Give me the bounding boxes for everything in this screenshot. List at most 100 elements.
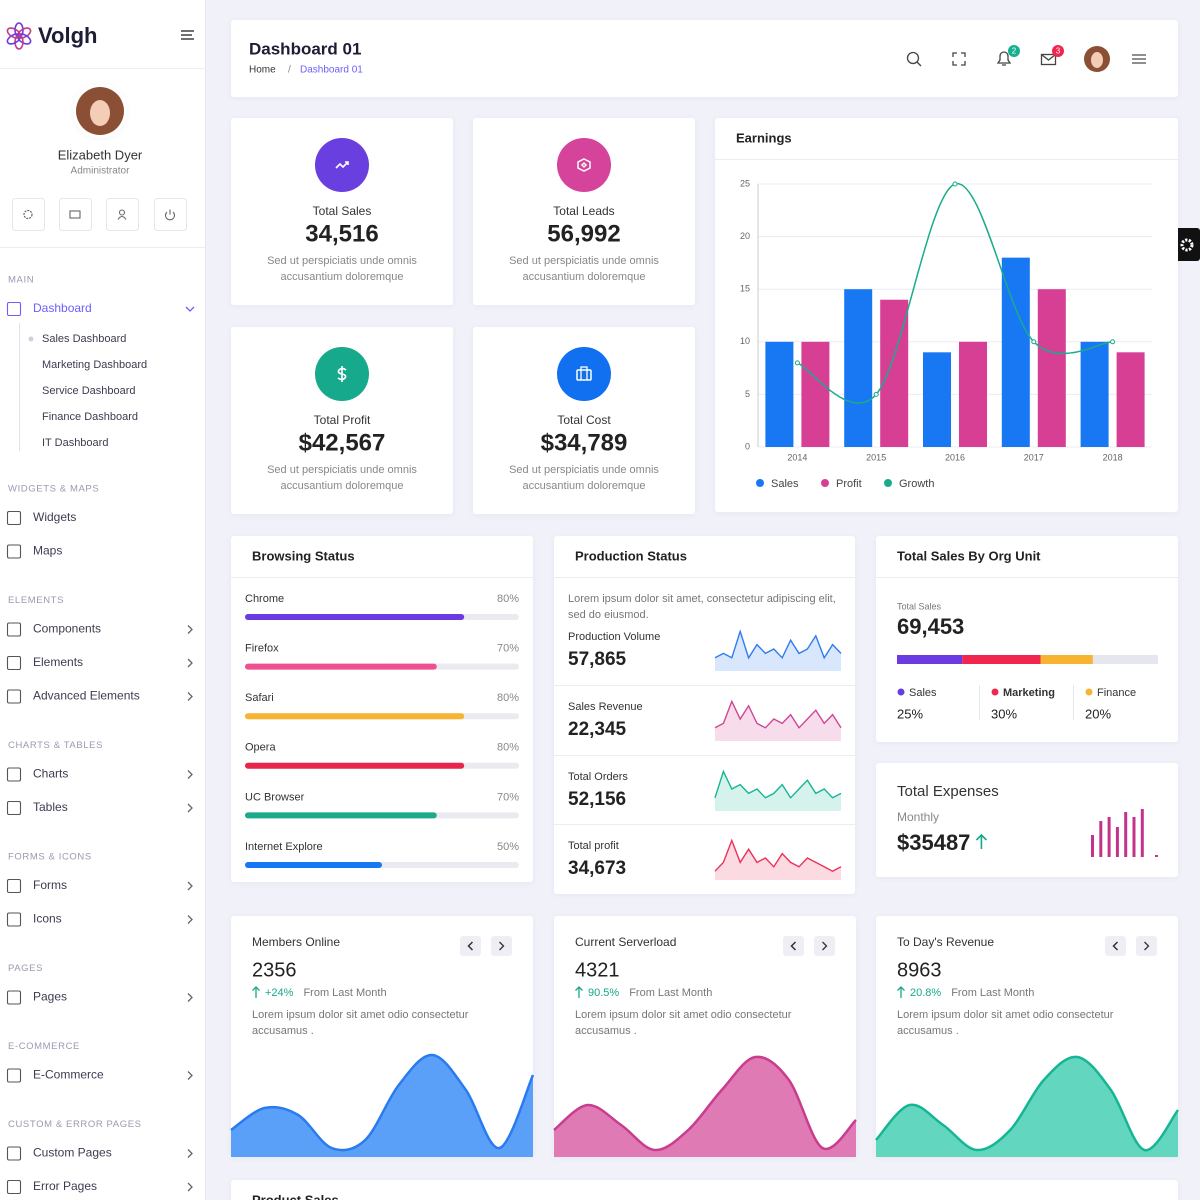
- next-button[interactable]: [491, 936, 512, 956]
- legend-label: Sales: [909, 687, 937, 699]
- prev-button[interactable]: [460, 936, 481, 956]
- chevron: [185, 306, 195, 312]
- stat-value: $42,567: [299, 429, 386, 456]
- chevron: [822, 941, 828, 951]
- card-desc: accusamus .: [252, 1025, 314, 1037]
- section-title: WIDGETS & MAPS: [8, 484, 99, 495]
- bar: [1116, 352, 1145, 447]
- legend-marker: [756, 479, 764, 487]
- chevron: [1112, 941, 1119, 951]
- expense-bar: [1091, 835, 1094, 857]
- mail-icon: [69, 210, 81, 219]
- summary-value: 2356: [252, 959, 297, 981]
- menu-icon: [6, 1179, 22, 1195]
- breadcrumb[interactable]: Home: [249, 65, 276, 76]
- progress-fill: [245, 862, 382, 868]
- settings-tab[interactable]: [1171, 228, 1200, 261]
- chevron: [187, 1182, 193, 1192]
- y-tick-label: 25: [740, 178, 750, 188]
- stat-card: [473, 327, 695, 514]
- prev-button[interactable]: [783, 936, 804, 956]
- menu-item[interactable]: Components: [33, 622, 101, 636]
- sparkline: [714, 629, 842, 660]
- x-tick-label: 2016: [945, 452, 965, 462]
- prev-button[interactable]: [1105, 936, 1126, 956]
- area-fill: [231, 1054, 533, 1157]
- bar: [923, 352, 951, 447]
- section-title: PAGES: [8, 963, 43, 974]
- expense-bar: [1099, 821, 1103, 857]
- bell-icon[interactable]: [996, 51, 1012, 66]
- progress-fill: [245, 812, 437, 819]
- menu-item[interactable]: Charts: [33, 767, 68, 781]
- submenu-item[interactable]: Service Dashboard: [42, 385, 136, 397]
- metric-label: Total profit: [568, 840, 619, 852]
- expense-bar: [1107, 817, 1111, 857]
- browser-percent: 70%: [497, 791, 519, 803]
- menu-icon: [6, 878, 22, 894]
- menu-item[interactable]: Forms: [33, 878, 67, 892]
- search-icon: [916, 61, 922, 67]
- chevron: [187, 881, 193, 891]
- submenu-item[interactable]: Marketing Dashboard: [42, 359, 147, 371]
- menu-icon: [6, 655, 22, 671]
- chevron: [187, 1149, 193, 1158]
- stat-desc: accusantium doloremque: [281, 271, 404, 283]
- legend-marker: [897, 688, 905, 696]
- stat-card: [473, 118, 695, 305]
- header: [231, 20, 1178, 97]
- growth-point: [952, 181, 958, 187]
- production-card: [554, 536, 855, 894]
- menu-item[interactable]: Pages: [33, 990, 67, 1004]
- submenu-item[interactable]: Finance Dashboard: [42, 411, 138, 423]
- y-tick-label: 0: [745, 441, 750, 451]
- search-icon[interactable]: [906, 51, 920, 65]
- menu-item[interactable]: Tables: [33, 800, 68, 814]
- expense-bar: [1115, 827, 1119, 857]
- menu-icon: [6, 1146, 22, 1161]
- profile-button[interactable]: [12, 198, 45, 231]
- next-button[interactable]: [1136, 936, 1157, 956]
- stat-icon: [557, 347, 611, 401]
- profile-button[interactable]: [59, 198, 92, 231]
- menu-icon: [6, 912, 22, 927]
- brand: Volgh: [38, 23, 97, 48]
- menu-icon: [6, 1068, 22, 1083]
- chevron: [467, 941, 474, 951]
- menu-item[interactable]: Custom Pages: [33, 1146, 112, 1160]
- menu-item[interactable]: Icons: [33, 912, 62, 926]
- menu-item[interactable]: Advanced Elements: [33, 689, 140, 703]
- menu-item[interactable]: Error Pages: [33, 1179, 97, 1193]
- browser-name: Internet Explore: [245, 841, 323, 853]
- up-arrow: [575, 986, 583, 998]
- trend-icon: [335, 161, 349, 169]
- area-chart: [553, 1055, 857, 1157]
- browser-percent: 80%: [497, 593, 519, 605]
- card-desc: accusamus .: [575, 1025, 637, 1037]
- briefcase-icon: [580, 366, 588, 380]
- menu-icon: [6, 800, 22, 816]
- stat-desc: accusantium doloremque: [523, 480, 646, 492]
- submenu-item[interactable]: IT Dashboard: [42, 437, 108, 449]
- summary-value: 4321: [575, 959, 620, 981]
- growth-point: [873, 391, 879, 397]
- card-desc: sed do eiusmod.: [568, 609, 649, 621]
- leads-icon: [577, 158, 591, 172]
- card-title: Total Sales By Org Unit: [897, 548, 1041, 563]
- x-tick-label: 2014: [787, 452, 807, 462]
- user-name: Elizabeth Dyer: [58, 147, 143, 162]
- fullscreen-icon[interactable]: [952, 52, 966, 66]
- power-icon: [164, 211, 176, 221]
- menu-item[interactable]: E-Commerce: [33, 1068, 104, 1082]
- card-desc: Lorem ipsum dolor sit amet odio consecte…: [897, 1009, 1114, 1021]
- mail-icon[interactable]: [1040, 53, 1057, 66]
- next-button[interactable]: [814, 936, 835, 956]
- menu-item[interactable]: Widgets: [33, 510, 76, 524]
- menu-item[interactable]: Elements: [33, 655, 83, 669]
- menu-item[interactable]: Maps: [33, 544, 62, 558]
- menu-item[interactable]: Dashboard: [33, 301, 92, 315]
- progress-fill: [245, 614, 465, 620]
- badge: [1008, 45, 1020, 57]
- browser-percent: 70%: [497, 643, 519, 655]
- submenu-item[interactable]: Sales Dashboard: [42, 333, 126, 345]
